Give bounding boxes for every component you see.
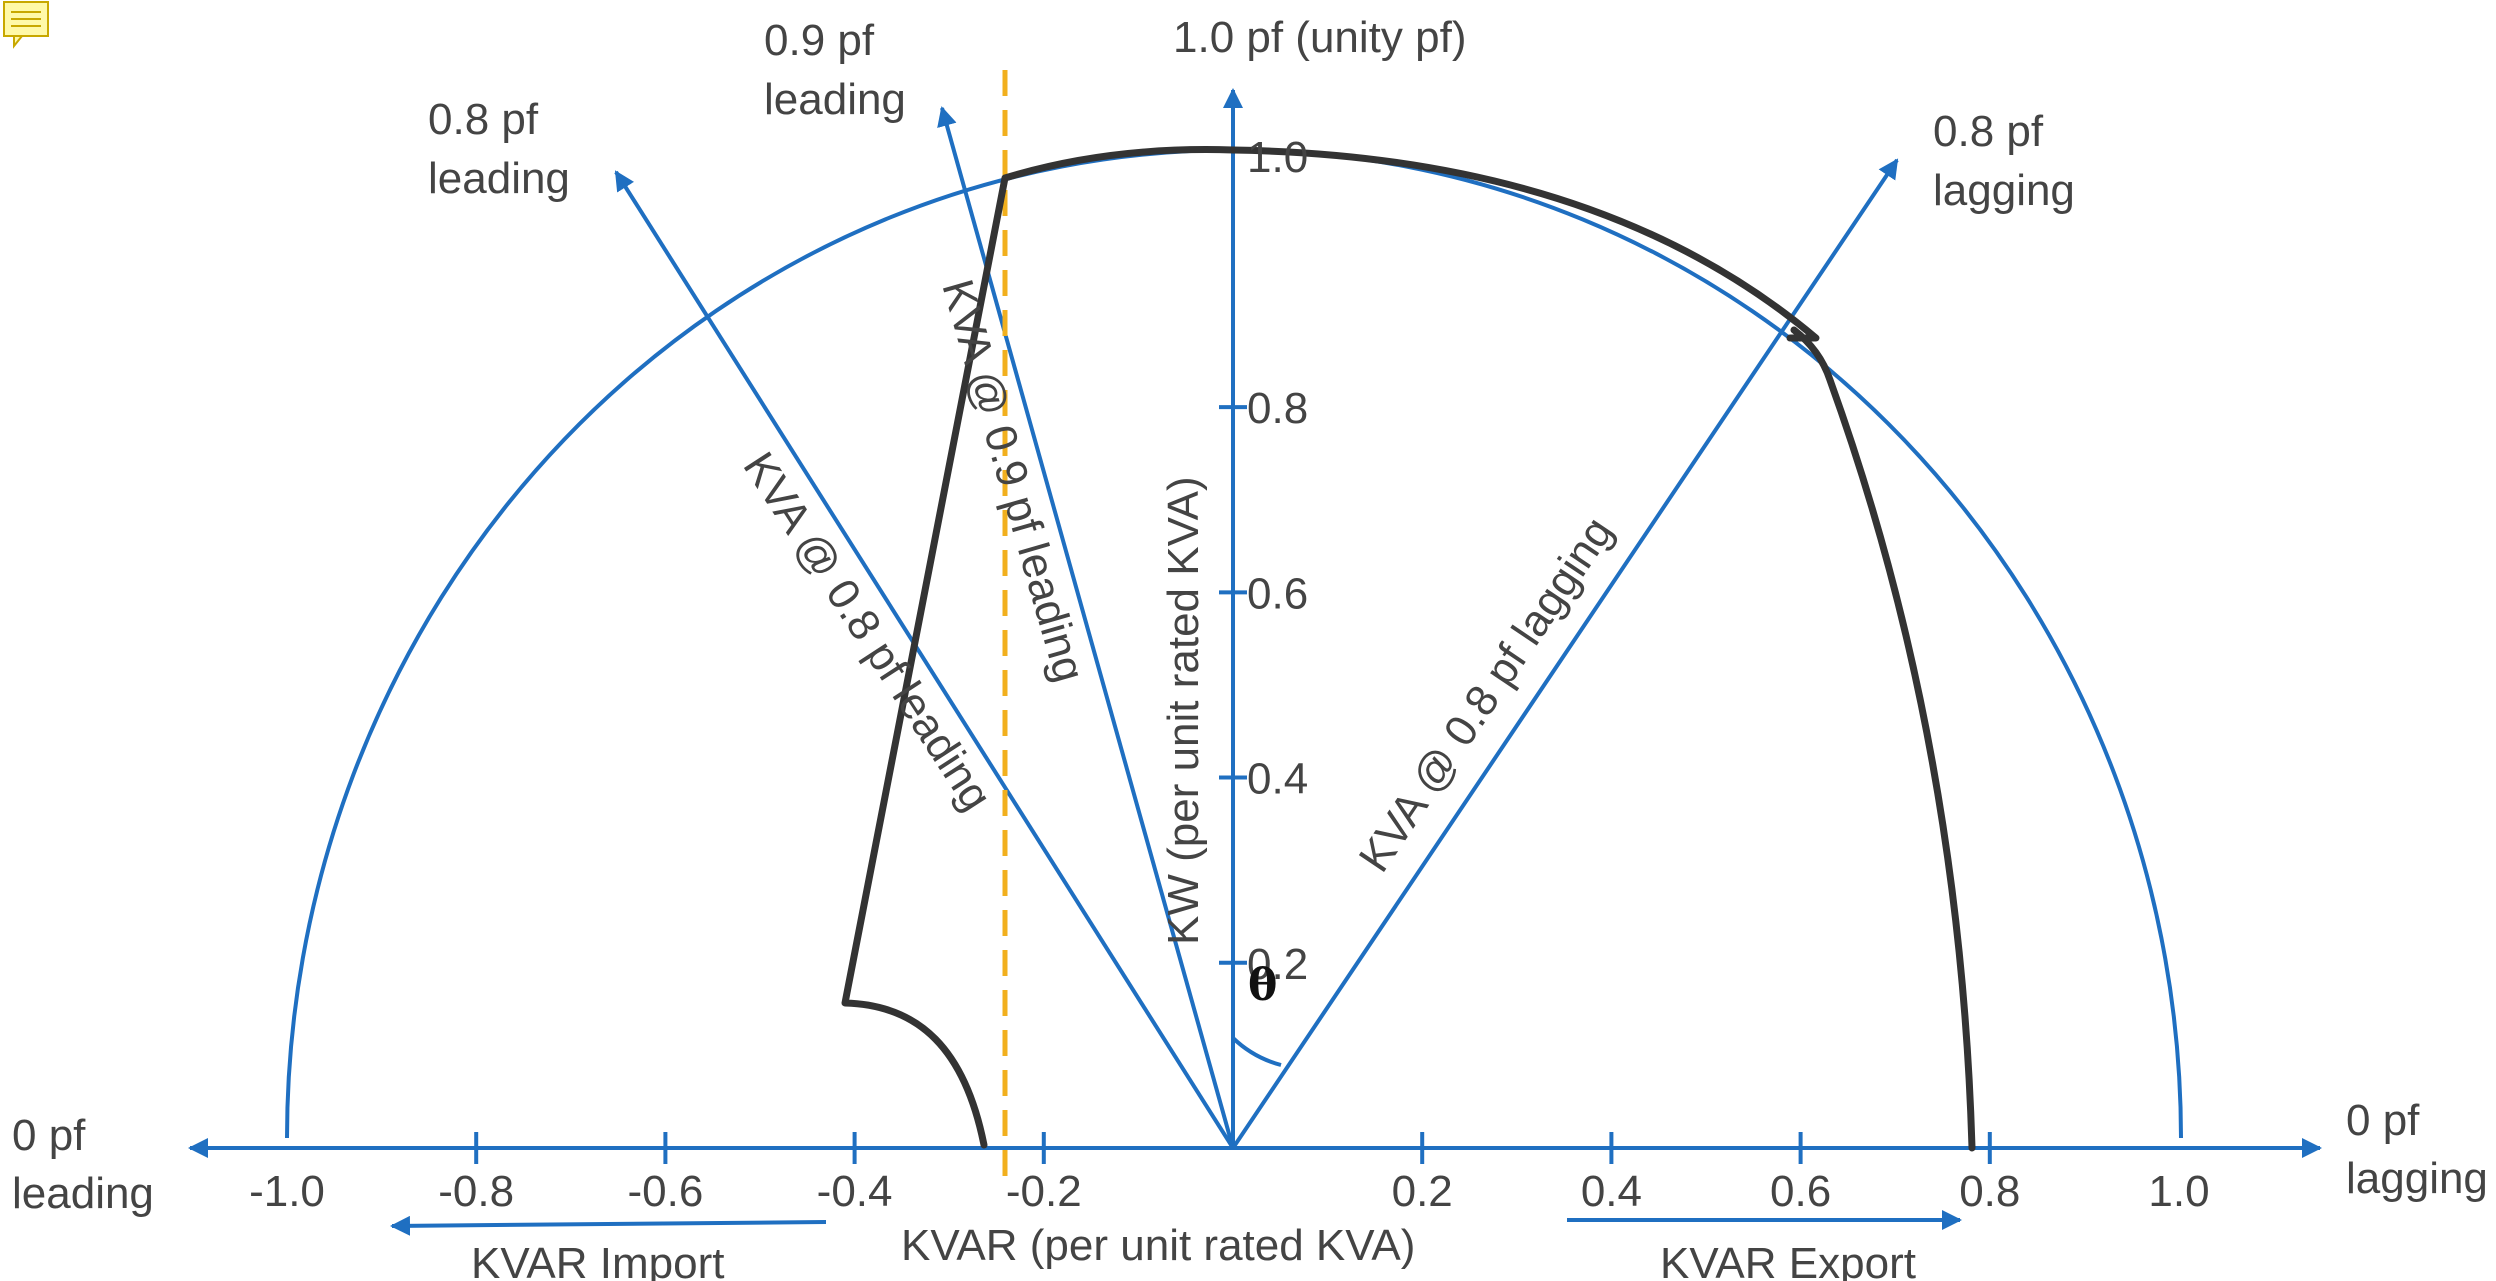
kvar-tick-label: -0.6 (627, 1167, 703, 1216)
kvar-tick-label: 0.6 (1770, 1167, 1831, 1216)
pf09-leading-label-2: leading (764, 75, 906, 124)
note-icon[interactable] (3, 1, 49, 49)
kw-axis-label: KW (per unit rated KVA) (1159, 476, 1208, 945)
kvar-tick-label: 0.2 (1392, 1167, 1453, 1216)
kvar-tick-label: -0.4 (817, 1167, 893, 1216)
theta-arc (1231, 1036, 1282, 1067)
kvar-tick-label: 0.4 (1581, 1167, 1642, 1216)
kvar-export-label: KVAR Export (1660, 1239, 1916, 1281)
pf-08-lagging-line (1231, 158, 1899, 1150)
kvar-import-arrow (390, 1215, 827, 1236)
pf0-lagging-label-1: 0 pf (2346, 1096, 2420, 1145)
kw-tick-marks (1219, 405, 1247, 965)
kw-tick-label: 0.4 (1247, 755, 1308, 804)
kvar-tick-marks (474, 1132, 1992, 1164)
pf08-lagging-label-2: lagging (1933, 166, 2075, 215)
pf-09-leading-line (937, 106, 1235, 1149)
kw-tick-label: 0.8 (1247, 384, 1308, 433)
kw-tick-label: 0.2 (1247, 940, 1308, 989)
kvar-tick-label: -0.8 (438, 1167, 514, 1216)
kvar-import-label: KVAR Import (471, 1239, 724, 1281)
kw-tick-labels: 1.0 0.8 0.6 0.4 0.2 (1247, 133, 1308, 989)
kva-08-lagging-label: KVA @ 0.8 pf lagging (1350, 509, 1623, 881)
pf-08-leading-line (614, 170, 1235, 1150)
capability-curve (841, 146, 1976, 1152)
pf0-lagging-label-2: lagging (2346, 1154, 2488, 1203)
kva-08-leading-label: KVA @ 0.8 pf leading (734, 444, 1001, 819)
pf0-leading-label-2: leading (12, 1169, 154, 1218)
kvar-tick-label: 0.8 (1959, 1167, 2020, 1216)
kvar-tick-labels: -1.0 -0.8 -0.6 -0.4 -0.2 0.2 0.4 0.6 0.8 1.0 (249, 1167, 2210, 1216)
kw-tick-label: 0.6 (1247, 569, 1308, 618)
theta-label: θ (1248, 960, 1277, 1011)
kw-tick-label: 1.0 (1247, 133, 1308, 182)
kvar-tick-label: -0.2 (1006, 1167, 1082, 1216)
pf09-leading-label-1: 0.9 pf (764, 16, 875, 65)
kvar-tick-label: 1.0 (2148, 1167, 2209, 1216)
pf08-lagging-label-1: 0.8 pf (1933, 107, 2044, 156)
kvar-tick-label: -1.0 (249, 1167, 325, 1216)
kva-09-leading-label: KVA @ 0.9 pf leading (932, 274, 1094, 687)
pf0-leading-label-1: 0 pf (12, 1111, 86, 1160)
pf08-leading-label-2: leading (428, 154, 570, 203)
kvar-axis-label: KVAR (per unit rated KVA) (901, 1221, 1415, 1270)
pf08-leading-label-1: 0.8 pf (428, 95, 539, 144)
unity-pf-label: 1.0 pf (unity pf) (1173, 13, 1466, 62)
